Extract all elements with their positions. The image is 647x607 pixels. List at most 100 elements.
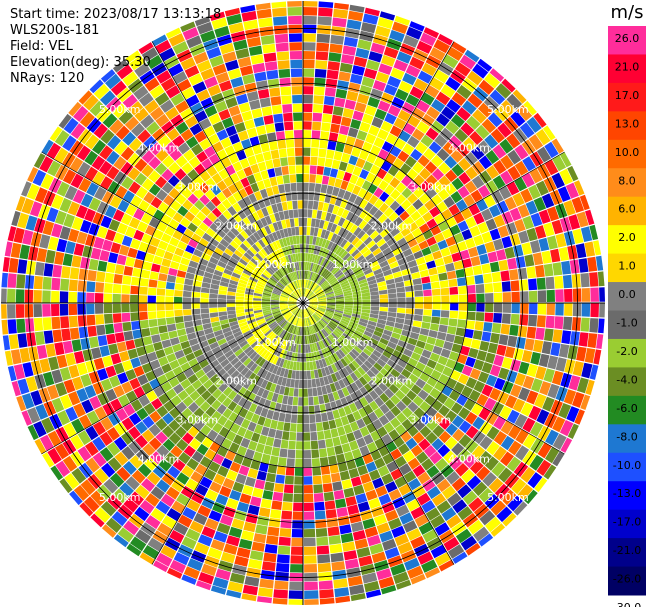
velocity-gate bbox=[384, 195, 395, 207]
velocity-gate bbox=[196, 385, 207, 396]
velocity-gate bbox=[215, 568, 231, 581]
velocity-gate bbox=[335, 300, 345, 303]
velocity-gate bbox=[191, 363, 202, 374]
velocity-gate bbox=[232, 393, 242, 404]
velocity-gate bbox=[317, 293, 325, 298]
velocity-gate bbox=[237, 318, 247, 324]
velocity-gate bbox=[352, 530, 366, 541]
velocity-gate bbox=[200, 287, 210, 294]
velocity-gate bbox=[141, 178, 154, 191]
velocity-gate bbox=[238, 220, 248, 230]
velocity-gate bbox=[135, 449, 150, 463]
velocity-gate bbox=[182, 27, 199, 41]
velocity-gate bbox=[335, 142, 345, 153]
velocity-gate bbox=[291, 293, 299, 299]
velocity-gate bbox=[281, 292, 290, 297]
velocity-gate bbox=[263, 114, 274, 125]
velocity-gate bbox=[125, 50, 141, 64]
velocity-gate bbox=[345, 221, 354, 231]
velocity-gate bbox=[168, 419, 181, 432]
velocity-gate bbox=[449, 286, 459, 295]
velocity-gate bbox=[172, 212, 184, 223]
velocity-gate bbox=[403, 520, 418, 533]
velocity-gate bbox=[402, 122, 416, 135]
velocity-gate bbox=[388, 298, 397, 303]
velocity-gate bbox=[290, 306, 298, 312]
velocity-gate bbox=[425, 174, 438, 187]
velocity-gate bbox=[382, 350, 392, 359]
velocity-gate bbox=[206, 355, 217, 364]
velocity-gate bbox=[528, 278, 538, 291]
velocity-gate bbox=[303, 147, 311, 156]
velocity-gate bbox=[270, 299, 279, 302]
velocity-gate bbox=[303, 68, 315, 77]
velocity-gate bbox=[372, 419, 383, 430]
velocity-gate bbox=[533, 112, 547, 128]
velocity-gate bbox=[381, 264, 391, 272]
velocity-gate bbox=[399, 210, 410, 221]
velocity-gate bbox=[318, 395, 325, 405]
velocity-gate bbox=[407, 259, 418, 268]
velocity-gate bbox=[481, 208, 493, 221]
velocity-gate bbox=[331, 282, 340, 288]
velocity-gate bbox=[113, 232, 125, 244]
velocity-gate bbox=[244, 369, 253, 379]
velocity-gate bbox=[275, 316, 284, 322]
velocity-gate bbox=[304, 309, 308, 318]
velocity-gate bbox=[166, 274, 177, 283]
velocity-gate bbox=[90, 490, 106, 507]
velocity-gate bbox=[32, 169, 47, 186]
velocity-gate bbox=[220, 372, 230, 382]
velocity-gate bbox=[297, 309, 301, 317]
velocity-gate bbox=[243, 252, 253, 261]
velocity-gate bbox=[560, 437, 573, 453]
velocity-gate bbox=[223, 234, 233, 244]
velocity-gate bbox=[92, 452, 107, 468]
velocity-gate bbox=[290, 555, 303, 564]
velocity-gate bbox=[107, 180, 121, 195]
velocity-gate bbox=[86, 303, 95, 315]
velocity-gate bbox=[223, 362, 233, 372]
velocity-gate bbox=[341, 387, 350, 397]
velocity-gate bbox=[40, 173, 54, 190]
velocity-gate bbox=[253, 533, 267, 544]
velocity-gate bbox=[314, 333, 320, 342]
velocity-gate bbox=[385, 399, 396, 410]
velocity-gate bbox=[255, 345, 264, 354]
velocity-gate bbox=[451, 252, 462, 262]
velocity-gate bbox=[552, 155, 567, 172]
velocity-gate bbox=[303, 288, 305, 297]
velocity-gate bbox=[280, 330, 287, 339]
colorbar-bin bbox=[608, 111, 646, 141]
velocity-gate bbox=[196, 151, 208, 163]
velocity-gate bbox=[472, 430, 486, 445]
velocity-gate bbox=[327, 61, 340, 71]
velocity-gate bbox=[334, 417, 343, 428]
velocity-gate bbox=[374, 396, 385, 408]
velocity-gate bbox=[491, 271, 502, 283]
velocity-gate bbox=[304, 537, 316, 547]
velocity-gate bbox=[294, 290, 300, 298]
velocity-gate bbox=[391, 21, 408, 34]
velocity-gate bbox=[327, 304, 336, 307]
velocity-gate bbox=[228, 412, 239, 423]
velocity-gate bbox=[288, 209, 294, 219]
velocity-gate bbox=[376, 322, 386, 329]
velocity-gate bbox=[467, 519, 484, 535]
velocity-gate bbox=[384, 547, 400, 560]
colorbar-tick-label: 26.0 bbox=[615, 32, 640, 45]
velocity-gate bbox=[17, 259, 28, 274]
velocity-gate bbox=[193, 188, 205, 199]
velocity-gate bbox=[320, 319, 328, 326]
velocity-gate bbox=[401, 187, 413, 199]
colorbar-tick-label: -17.0 bbox=[613, 516, 641, 529]
velocity-gate bbox=[538, 353, 550, 368]
velocity-gate bbox=[298, 288, 302, 297]
velocity-gate bbox=[248, 193, 257, 204]
velocity-gate bbox=[189, 438, 201, 450]
velocity-gate bbox=[112, 283, 122, 294]
velocity-gate bbox=[212, 325, 222, 332]
velocity-gate bbox=[132, 329, 142, 339]
velocity-gate bbox=[324, 230, 331, 240]
velocity-gate bbox=[295, 317, 299, 326]
